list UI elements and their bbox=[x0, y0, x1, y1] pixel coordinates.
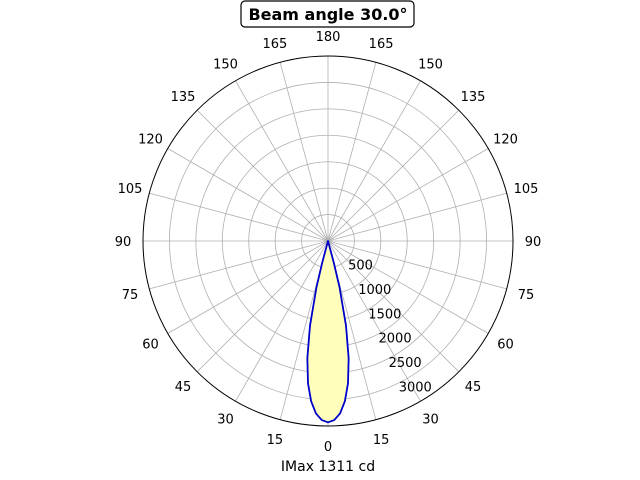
angle-grid-line bbox=[167, 148, 329, 242]
angle-tick-label: 0 bbox=[324, 440, 332, 455]
angle-tick-label: 15 bbox=[267, 433, 284, 448]
angle-tick-label: 120 bbox=[493, 133, 518, 148]
radial-tick-label: 2500 bbox=[389, 356, 422, 371]
angle-tick-label: 60 bbox=[497, 338, 514, 353]
angle-grid-line bbox=[149, 240, 329, 290]
angle-tick-label: 180 bbox=[316, 30, 341, 45]
angle-tick-label: 45 bbox=[175, 380, 192, 395]
angle-grid-line bbox=[196, 240, 329, 373]
angle-tick-label: 120 bbox=[138, 133, 163, 148]
angle-tick-label: 165 bbox=[369, 37, 394, 52]
title-box bbox=[240, 0, 415, 28]
series-fill bbox=[307, 241, 349, 423]
angle-grid-line bbox=[327, 80, 421, 242]
angle-tick-label: 150 bbox=[213, 58, 238, 73]
series-line bbox=[306, 240, 350, 424]
angle-grid-line bbox=[327, 240, 489, 334]
angle-tick-labels: 0 15 30 45 60 75 90 105 120 135 150 165 180 165 150 135… bbox=[115, 30, 542, 455]
angle-tick-label: 105 bbox=[118, 182, 143, 197]
angle-tick-label: 45 bbox=[465, 380, 482, 395]
angle-tick-label: 75 bbox=[122, 288, 139, 303]
angle-grid-line bbox=[327, 240, 507, 290]
angle-tick-label: 90 bbox=[115, 235, 132, 250]
angle-tick-label: 135 bbox=[171, 90, 196, 105]
angle-grid-line bbox=[327, 109, 460, 242]
radial-tick-labels: 500 1000 1500 2000 2500 3000 bbox=[348, 258, 432, 395]
angle-grid-line bbox=[235, 240, 329, 402]
angle-tick-label: 15 bbox=[373, 433, 390, 448]
angle-tick-label: 165 bbox=[262, 37, 287, 52]
angle-tick-label: 135 bbox=[461, 90, 486, 105]
angle-tick-label: 30 bbox=[422, 413, 439, 428]
radial-tick-label: 2000 bbox=[379, 332, 412, 347]
angle-grid-line bbox=[327, 240, 421, 402]
angle-tick-label: 75 bbox=[518, 288, 535, 303]
plot-frame bbox=[142, 55, 514, 427]
angle-grid-line bbox=[327, 240, 460, 373]
angle-grid-line bbox=[327, 62, 377, 242]
chart-title: Beam angle 30.0° bbox=[240, 0, 415, 28]
angle-tick-label: 90 bbox=[525, 235, 542, 250]
title-text: Beam angle 30.0° bbox=[248, 5, 407, 24]
angle-tick-label: 60 bbox=[142, 338, 159, 353]
radial-tick-label: 1500 bbox=[368, 307, 401, 322]
angle-grid-line bbox=[235, 80, 329, 242]
angle-grid-line bbox=[167, 240, 329, 334]
radial-tick-label: 1000 bbox=[358, 283, 391, 298]
angle-grid-line bbox=[327, 192, 507, 242]
angle-grid-line bbox=[279, 62, 329, 242]
angle-grid-line bbox=[196, 109, 329, 242]
angle-grid-line bbox=[149, 192, 329, 242]
radial-tick-label: 500 bbox=[348, 258, 373, 273]
angle-tick-label: 150 bbox=[418, 58, 443, 73]
angle-tick-label: 30 bbox=[217, 413, 234, 428]
radial-tick-label: 3000 bbox=[399, 381, 432, 396]
angle-grid-line bbox=[327, 148, 489, 242]
angle-tick-label: 105 bbox=[514, 182, 539, 197]
x-axis-label: IMax 1311 cd bbox=[281, 459, 375, 475]
